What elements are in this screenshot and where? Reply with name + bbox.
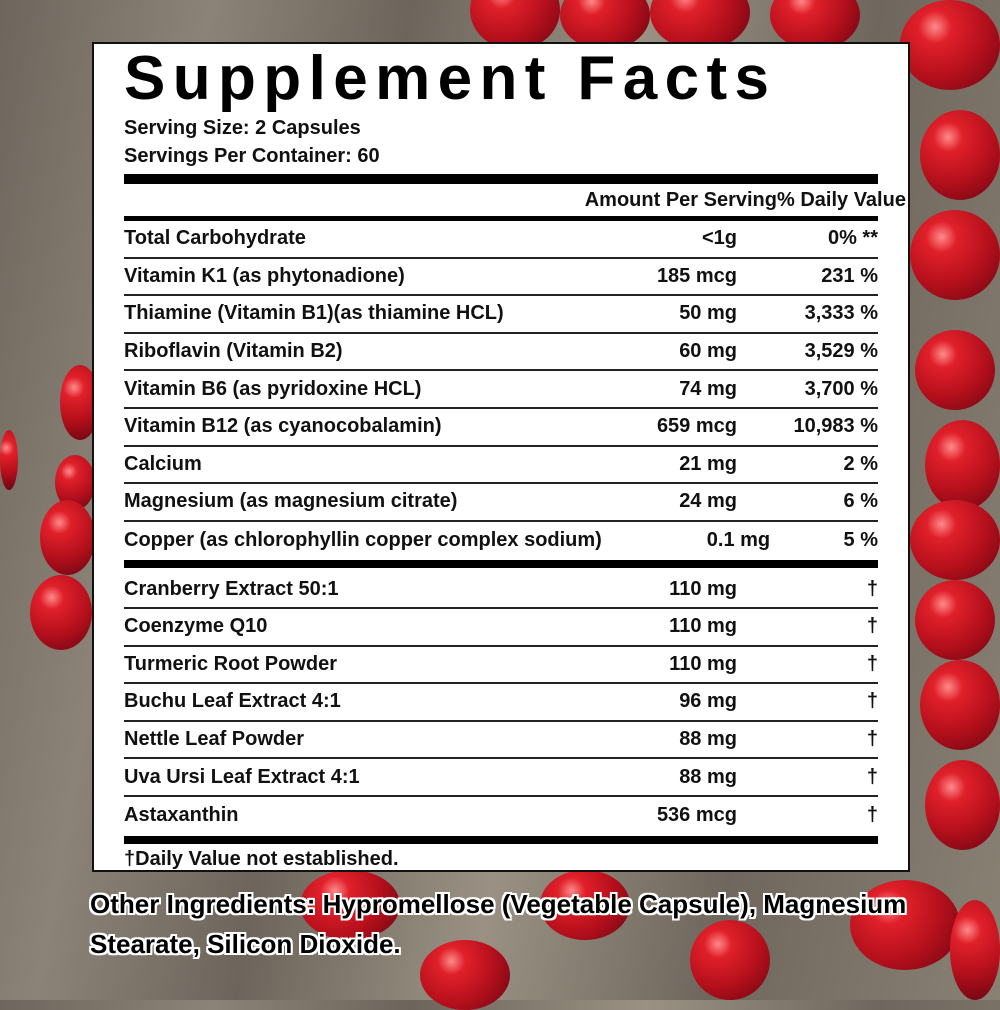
ingredient-name: Uva Ursi Leaf Extract 4:1: [124, 765, 360, 788]
amount: 0.1 mg: [706, 529, 771, 552]
table-row: Calcium 21 mg 2 %: [124, 447, 878, 485]
ingredient-name: Astaxanthin: [124, 804, 239, 827]
amount: 88 mg: [679, 765, 737, 788]
ingredient-name: Calcium: [124, 452, 202, 475]
amount: 96 mg: [679, 690, 737, 713]
other-ingredients: Other Ingredients: Hypromellose (Vegetab…: [90, 889, 907, 959]
amount: 21 mg: [679, 452, 737, 475]
ingredient-name: Cranberry Extract 50:1: [124, 577, 339, 600]
daily-value: 3,700 %: [804, 377, 878, 400]
ingredient-name: Coenzyme Q10: [124, 615, 268, 638]
ingredient-name: Buchu Leaf Extract 4:1: [124, 690, 341, 713]
daily-value: 5 %: [843, 529, 878, 552]
amount: 110 mg: [669, 577, 737, 600]
daily-value: 3,529 %: [804, 340, 878, 363]
amount: 74 mg: [679, 377, 737, 400]
amount: 110 mg: [669, 652, 737, 675]
panel-title: Supplement Facts: [124, 44, 777, 113]
amount: 88 mg: [679, 728, 737, 751]
amount: <1g: [701, 227, 737, 250]
table-row: Thiamine (Vitamin B1)(as thiamine HCL) 50…: [124, 296, 878, 334]
daily-value: †: [866, 804, 878, 827]
table-row: Cranberry Extract 50:1 110 mg †: [124, 571, 878, 609]
ingredient-name: Turmeric Root Powder: [124, 652, 337, 675]
nutrient-list: Total Carbohydrate <1g 0% ** Vitamin K1 (as…: [124, 221, 878, 559]
ingredient-name: Copper (as chlorophyllin copper complex …: [124, 529, 602, 552]
daily-value: 6 %: [843, 490, 878, 513]
table-row: Copper (as chlorophyllin copper complex …: [124, 522, 878, 560]
table-row: Vitamin B6 (as pyridoxine HCL) 74 mg 3,700…: [124, 371, 878, 409]
ingredient-name: Total Carbohydrate: [124, 227, 306, 250]
ingredient-name: Thiamine (Vitamin B1)(as thiamine HCL): [124, 302, 504, 325]
daily-value: †: [866, 615, 878, 638]
table-row: Riboflavin (Vitamin B2) 60 mg 3,529 %: [124, 334, 878, 372]
ingredient-name: Nettle Leaf Powder: [124, 728, 305, 751]
table-row: Magnesium (as magnesium citrate) 24 mg 6 %: [124, 484, 878, 522]
table-row: Coenzyme Q10 110 mg †: [124, 609, 878, 647]
table-row: Nettle Leaf Powder 88 mg †: [124, 722, 878, 760]
daily-value: †: [866, 577, 878, 600]
table-row: Uva Ursi Leaf Extract 4:1 88 mg †: [124, 759, 878, 797]
daily-value: †: [866, 728, 878, 751]
divider-thick: [124, 835, 878, 844]
ingredient-name: Vitamin K1 (as phytonadione): [124, 264, 405, 287]
column-header: Amount Per Serving % Daily Value: [124, 184, 906, 216]
amount: 185 mcg: [656, 264, 737, 287]
daily-value: 231 %: [821, 264, 878, 287]
table-row: Vitamin B12 (as cyanocobalamin) 659 mcg 10…: [124, 409, 878, 447]
amount: 50 mg: [679, 302, 737, 325]
daily-value: 2 %: [843, 452, 878, 475]
table-row: Total Carbohydrate <1g 0% **: [124, 221, 878, 259]
serving-size: Serving Size: 2 Capsules: [124, 117, 361, 139]
ingredient-name: Vitamin B6 (as pyridoxine HCL): [124, 377, 422, 400]
servings-per-container: Servings Per Container: 60: [124, 145, 380, 167]
daily-value: 0% **: [827, 227, 878, 250]
amount: 536 mcg: [656, 804, 737, 827]
amount: 659 mcg: [656, 415, 737, 438]
header-amount: Amount Per Serving: [584, 188, 777, 211]
header-daily-value: % Daily Value: [777, 188, 906, 211]
amount: 110 mg: [669, 615, 737, 638]
table-row: Astaxanthin 536 mcg †: [124, 797, 878, 835]
table-row: Turmeric Root Powder 110 mg †: [124, 647, 878, 685]
ingredient-name: Riboflavin (Vitamin B2): [124, 340, 343, 363]
table-row: Buchu Leaf Extract 4:1 96 mg †: [124, 684, 878, 722]
daily-value: †: [866, 652, 878, 675]
ingredient-name: Magnesium (as magnesium citrate): [124, 490, 458, 513]
amount: 24 mg: [679, 490, 737, 513]
supplement-facts-panel: Supplement Facts Serving Size: 2 Capsule…: [92, 42, 910, 872]
ingredient-list: Cranberry Extract 50:1 110 mg † Coenzyme Q1…: [124, 571, 878, 834]
ingredient-name: Vitamin B12 (as cyanocobalamin): [124, 415, 442, 438]
amount: 60 mg: [679, 340, 737, 363]
divider-medium: [124, 216, 878, 221]
daily-value: †: [866, 690, 878, 713]
divider-thick: [124, 560, 878, 569]
daily-value: 10,983 %: [793, 415, 878, 438]
divider-thick: [124, 174, 878, 184]
daily-value: 3,333 %: [804, 302, 878, 325]
table-row: Vitamin K1 (as phytonadione) 185 mcg 231 %: [124, 259, 878, 297]
footnote: †Daily Value not established.: [124, 847, 399, 870]
daily-value: †: [866, 765, 878, 788]
